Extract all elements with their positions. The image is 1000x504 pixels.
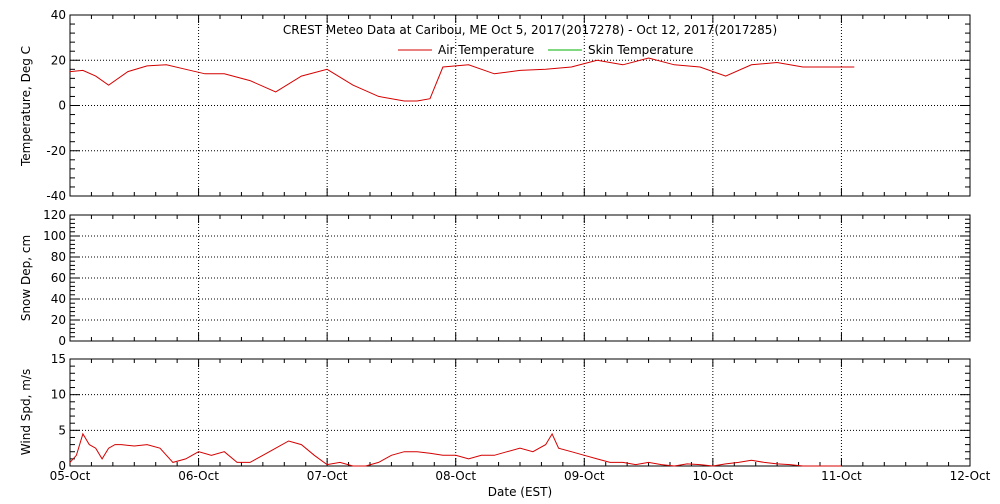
temperature-y-tick-label: -20: [46, 144, 66, 158]
wind-speed-plot-frame: [69, 358, 971, 467]
x-tick-label: 07-Oct: [307, 469, 348, 483]
x-tick-label: 11-Oct: [821, 469, 862, 483]
temperature-y-tick-label: 20: [51, 53, 66, 67]
chart-title: CREST Meteo Data at Caribou, ME Oct 5, 2…: [283, 23, 777, 37]
x-tick-label: 05-Oct: [50, 469, 91, 483]
x-tick-label: 06-Oct: [178, 469, 219, 483]
snow-depth-y-tick-label: 100: [43, 229, 66, 243]
x-tick-label: 10-Oct: [693, 469, 734, 483]
snow-depth-y-tick-label: 60: [51, 271, 66, 285]
wind-speed-y-tick-label: 15: [51, 352, 66, 366]
wind-speed-y-tick-label: 10: [51, 388, 66, 402]
temperature-y-tick-label: 40: [51, 8, 66, 22]
snow-depth-y-tick-label: 20: [51, 313, 66, 327]
legend-air-temperature-label: Air Temperature: [438, 43, 534, 57]
wind-speed-panel: 0 5 10 15 05-Oct 06-Oct 07-Oct 08-Oct 09-Oct 10-O…: [50, 352, 991, 483]
legend-skin-temperature-label: Skin Temperature: [588, 43, 693, 57]
temperature-y-tick-label: 0: [58, 99, 66, 113]
temperature-y-tick-label: -40: [46, 189, 66, 203]
x-axis-label: Date (EST): [488, 485, 552, 499]
snow-depth-axis-label: Snow Dep, cm: [19, 235, 33, 321]
x-tick-label: 12-Oct: [950, 469, 991, 483]
snow-depth-y-tick-label: 80: [51, 250, 66, 264]
wind-speed-series-0-line: [69, 432, 842, 467]
temperature-series-0-line: [69, 57, 855, 102]
snow-depth-y-tick-label: 0: [58, 334, 66, 348]
snow-depth-y-tick-label: 40: [51, 292, 66, 306]
wind-speed-axis-label: Wind Spd, m/s: [19, 369, 33, 455]
legend: Air Temperature Skin Temperature: [398, 43, 693, 57]
temperature-axis-label: Temperature, Deg C: [19, 46, 33, 167]
x-tick-label: 09-Oct: [564, 469, 605, 483]
wind-speed-y-tick-label: 5: [58, 423, 66, 437]
snow-depth-y-tick-label: 120: [43, 208, 66, 222]
temperature-panel: -40 -20 0 20 40: [46, 8, 971, 203]
wind-speed-y-tick-label: 0: [58, 459, 66, 473]
x-tick-label: 08-Oct: [435, 469, 476, 483]
snow-depth-panel: 0 20 40 60 80 100 120: [43, 208, 971, 348]
